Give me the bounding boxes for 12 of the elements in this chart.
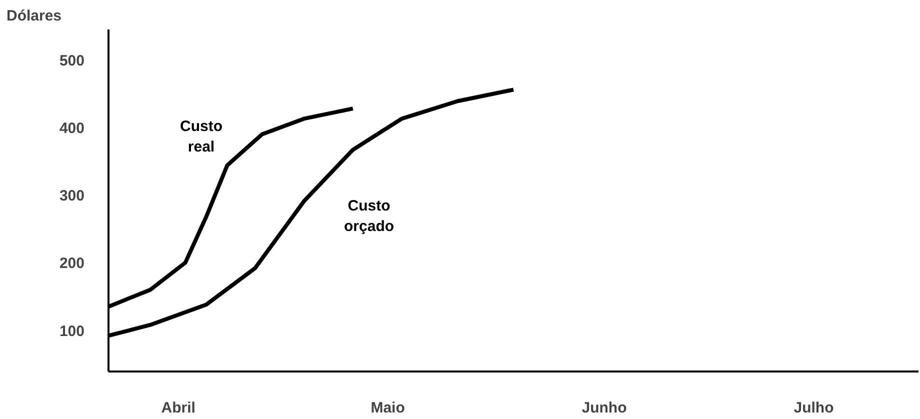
y-tick-label: 100 xyxy=(59,322,85,340)
x-tick-label: Junho xyxy=(582,400,627,416)
x-tick-label: Abril xyxy=(161,400,196,416)
y-tick-label: 300 xyxy=(59,188,85,205)
x-tick-label: Maio xyxy=(370,400,405,416)
y-axis-title: Dólares xyxy=(6,8,62,24)
y-tick-label: 500 xyxy=(59,52,85,70)
series-label: Custo orçado xyxy=(344,197,394,235)
x-tick-label: Julho xyxy=(794,400,834,416)
y-tick-label: 400 xyxy=(59,120,85,138)
series-label: Custo real xyxy=(180,118,223,156)
y-tick-label: 200 xyxy=(59,255,85,272)
